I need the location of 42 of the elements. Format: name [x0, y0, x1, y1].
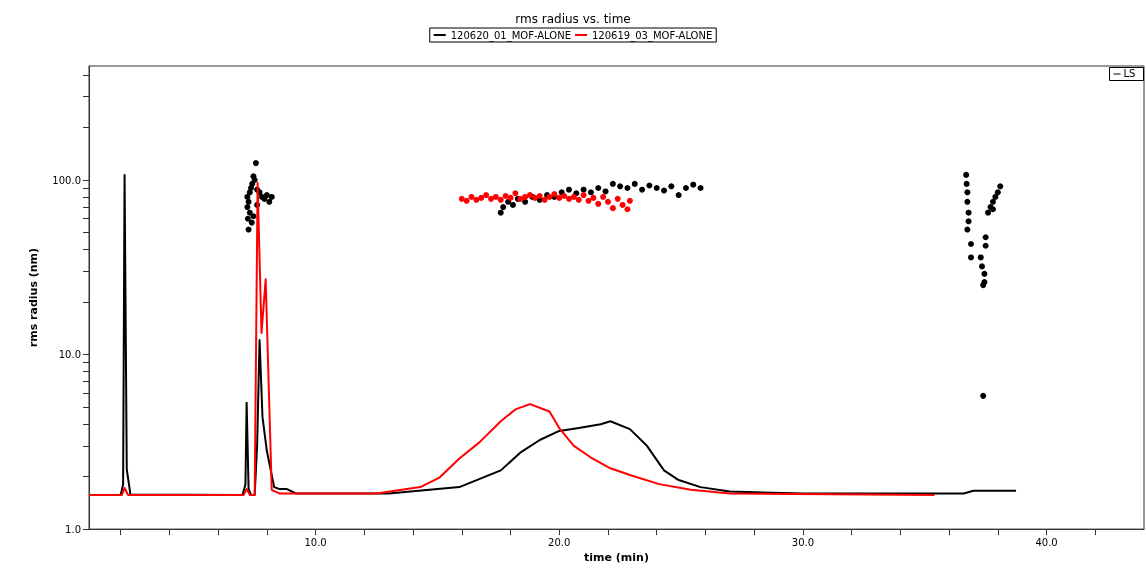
point — [536, 192, 543, 199]
point — [619, 201, 626, 208]
point — [565, 195, 572, 202]
point — [497, 196, 504, 203]
y-tick-label: 1.0 — [65, 523, 81, 535]
point — [575, 196, 582, 203]
point — [614, 195, 621, 202]
point — [585, 197, 592, 204]
chart-title: rms radius vs. time — [515, 12, 631, 26]
point — [463, 197, 470, 204]
x-tick-label: 10.0 — [304, 536, 327, 548]
y-tick-label: 10.0 — [58, 349, 81, 361]
point — [473, 196, 480, 203]
point — [624, 206, 631, 213]
point — [590, 194, 597, 201]
annotation: LS — [1123, 68, 1136, 79]
point — [609, 205, 616, 212]
x-tick-label: 30.0 — [791, 536, 815, 548]
point — [595, 200, 602, 207]
point — [492, 193, 499, 200]
point — [507, 194, 514, 201]
point — [458, 195, 465, 202]
legend-label: 120620_01_MOF-ALONE — [450, 29, 571, 42]
point — [478, 194, 485, 201]
point — [626, 197, 633, 204]
point — [556, 194, 563, 201]
point — [468, 193, 475, 200]
point — [488, 195, 495, 202]
point — [512, 190, 519, 197]
legend-label: 120619_03_MOF-ALONE — [592, 29, 713, 42]
point — [580, 192, 587, 199]
x-axis-title: time (min) — [584, 551, 649, 564]
point — [502, 192, 509, 199]
point — [541, 196, 548, 203]
y-axis-title: rms radius (nm) — [27, 247, 40, 348]
x-tick-label: 40.0 — [1035, 536, 1058, 548]
point — [600, 193, 607, 200]
y-tick-label: 100.0 — [52, 174, 81, 186]
point — [483, 192, 490, 199]
point — [522, 193, 529, 200]
x-tick-label: 20.0 — [548, 536, 571, 548]
point — [604, 198, 611, 205]
